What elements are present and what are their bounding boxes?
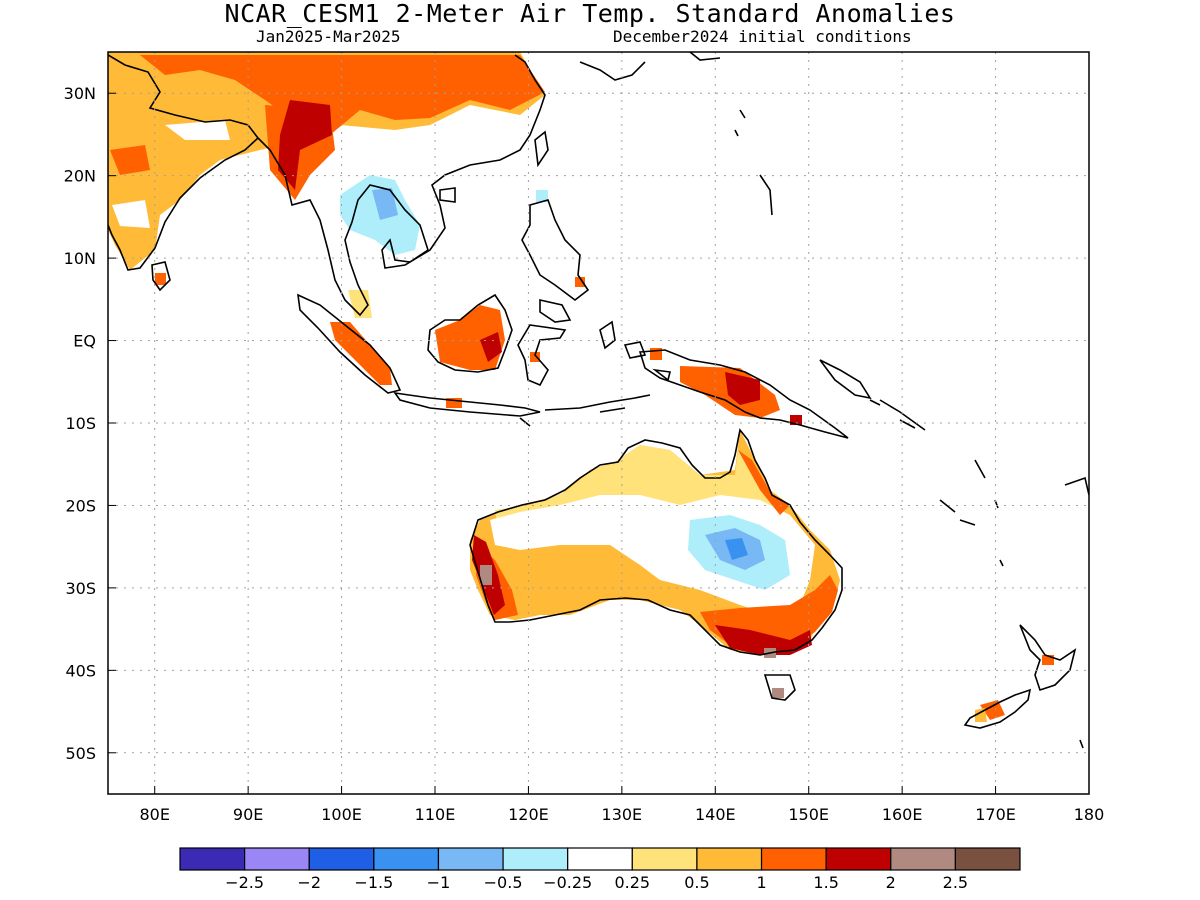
anomaly-region-newguinea — [650, 348, 780, 418]
tick-label-lon-130: 130E — [602, 805, 643, 824]
anomaly-region-indochina-core — [372, 188, 398, 220]
axis-ticks: 80E 90E 100E 110E 120E 130E 140E 150E 160E 170E 18… — [64, 84, 1105, 824]
coast-lesser-sunda — [519, 394, 651, 427]
colorbar-label-8: 1 — [756, 873, 766, 892]
coast-srilanka — [151, 261, 171, 292]
tick-label-lon-100: 100E — [321, 805, 362, 824]
colorbar-label-11: 2.5 — [943, 873, 968, 892]
colorbar-swatch-4 — [437, 847, 504, 871]
tick-label-lon-90: 90E — [233, 805, 263, 824]
anomaly-region-philippines — [536, 190, 548, 202]
anomaly-region-borneo-hot — [480, 332, 502, 362]
tick-label-lon-170: 170E — [975, 805, 1016, 824]
anomaly-region-tasmania — [772, 688, 784, 698]
tick-label-lon-140: 140E — [695, 805, 736, 824]
tick-label-lat-10: 10N — [64, 249, 96, 268]
tick-label-lat--20: 20S — [65, 496, 96, 515]
colorbar-swatch-5 — [502, 847, 569, 871]
coast-hainan — [439, 187, 456, 203]
colorbar-label-7: 0.5 — [684, 873, 709, 892]
coast-newzealand-south — [963, 688, 1032, 729]
colorbar-swatch-10 — [825, 847, 892, 871]
anomaly-region-srilanka — [155, 273, 166, 285]
anomaly-region-east-coast — [738, 450, 790, 515]
anomaly-region-lake-eyre-core — [725, 538, 748, 560]
anomaly-region-himalaya — [140, 55, 545, 135]
tick-label-lon-150: 150E — [788, 805, 829, 824]
coast-taiwan — [534, 130, 549, 168]
coast-borneo — [427, 293, 513, 373]
anomaly-region-newzealand-warm — [975, 708, 987, 722]
tick-label-lat--30: 30S — [65, 579, 96, 598]
anomaly-region-central-australia — [520, 545, 660, 590]
grid-lines — [108, 52, 1089, 794]
colorbar-swatch-3 — [373, 847, 440, 871]
anomaly-region-luzon — [575, 277, 585, 287]
colorbar-label-5: −0.25 — [543, 873, 592, 892]
anomaly-region-india-neutral — [165, 120, 230, 140]
colorbar-swatch-8 — [696, 847, 763, 871]
anomaly-region-sumatra — [330, 322, 392, 385]
coastlines — [108, 52, 1089, 749]
tick-label-lat--40: 40S — [65, 661, 96, 680]
coast-bismarck — [819, 359, 926, 431]
colorbar-label-2: −1.5 — [354, 873, 393, 892]
coast-pacific-islands — [869, 399, 1089, 749]
colorbar-swatch-12 — [954, 847, 1021, 871]
tick-label-lon-160: 160E — [882, 805, 923, 824]
tick-label-lon-110: 110E — [415, 805, 456, 824]
anomaly-region-se-australia-hot — [715, 625, 812, 655]
anomaly-region-wa-coast-extreme — [480, 565, 492, 585]
anomaly-region-sulawesi — [530, 352, 540, 362]
colorbar-label-1: −2 — [297, 873, 321, 892]
coast-australia — [469, 428, 843, 656]
colorbar-label-10: 2 — [886, 873, 896, 892]
anomaly-region-newguinea-hot — [725, 372, 802, 425]
colorbar-label-4: −0.5 — [484, 873, 523, 892]
colorbar-label-6: 0.25 — [614, 873, 650, 892]
coast-sumatra — [297, 293, 402, 394]
coast-moluccas — [599, 320, 671, 382]
anomaly-region-india-neutral-2 — [112, 200, 150, 228]
anomaly-region-malaya — [348, 290, 372, 318]
colorbar-swatch-9 — [760, 847, 827, 871]
tick-label-lat-20: 20N — [64, 167, 96, 186]
colorbar-label-3: −1 — [427, 873, 451, 892]
anomaly-region-southasia-hot — [110, 145, 150, 175]
coast-newguinea — [638, 349, 849, 439]
coast-asia-mainland — [257, 54, 546, 317]
anomaly-field — [108, 52, 1054, 722]
tick-label-lon-80: 80E — [139, 805, 169, 824]
tick-label-lon-180: 180 — [1074, 805, 1105, 824]
colorbar-label-9: 1.5 — [813, 873, 838, 892]
coast-java — [393, 391, 541, 417]
coast-japan-ryukyu — [579, 52, 773, 216]
tick-label-lat-0: EQ — [73, 332, 96, 351]
colorbar-swatch-6 — [567, 847, 633, 871]
chart-subtitle-init: December2024 initial conditions — [613, 27, 912, 46]
tick-label-lat--50: 50S — [65, 744, 96, 763]
coast-philippines — [521, 199, 590, 323]
tick-label-lat-30: 30N — [64, 84, 96, 103]
anomaly-region-newzealand — [980, 655, 1054, 720]
colorbar-swatch-11 — [890, 847, 956, 871]
colorbar: −2.5 −2 −1.5 −1 −0.5 −0.25 0.25 0.5 1 1.5 2 2.5 — [179, 847, 1021, 892]
coast-newzealand-north — [1019, 624, 1077, 692]
colorbar-swatch-7 — [631, 847, 698, 871]
coast-sulawesi — [517, 324, 567, 387]
colorbar-swatch-2 — [308, 847, 375, 871]
anomaly-region-myanmar — [278, 100, 332, 190]
tick-label-lon-120: 120E — [508, 805, 549, 824]
coast-tasmania — [763, 674, 796, 701]
colorbar-swatch-0 — [179, 847, 246, 871]
colorbar-label-0: −2.5 — [225, 873, 264, 892]
colorbar-swatch-1 — [244, 847, 310, 871]
chart-title: NCAR_CESM1 2-Meter Air Temp. Standard An… — [224, 0, 956, 28]
tick-label-lat--10: 10S — [65, 414, 96, 433]
coast-india — [108, 54, 260, 271]
chart-subtitle-period: Jan2025-Mar2025 — [256, 27, 401, 46]
